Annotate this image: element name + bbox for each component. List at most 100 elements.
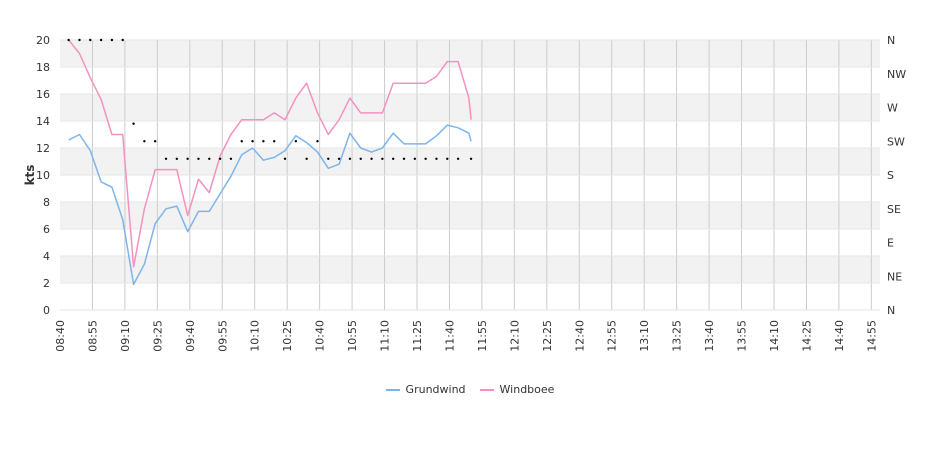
- x-tick-label: 13:55: [736, 320, 749, 352]
- direction-tick-label: N: [887, 34, 895, 47]
- x-tick-label: 14:10: [768, 320, 781, 352]
- horizontal-gridlines: [60, 39, 880, 311]
- legend-swatch-windboee: [479, 388, 494, 391]
- direction-dot: [99, 38, 103, 42]
- y-tick-label: 16: [36, 88, 50, 101]
- y-axis-title: kts: [23, 165, 37, 186]
- x-axis-ticks: 08:40 08:55 09:10 09:25 09:40 09:55 10:10 10:25…: [54, 320, 878, 352]
- direction-dot: [262, 140, 265, 143]
- x-tick-label: 14:25: [800, 320, 813, 352]
- direction-dot: [391, 157, 395, 160]
- x-tick-label: 12:40: [573, 320, 586, 352]
- x-tick-label: 12:10: [508, 320, 521, 352]
- direction-dot: [283, 157, 287, 160]
- direction-dot: [446, 157, 449, 160]
- x-tick-label: 09:10: [119, 320, 132, 352]
- x-tick-label: 10:25: [281, 320, 294, 352]
- direction-dot: [153, 140, 157, 143]
- x-tick-label: 08:55: [86, 320, 99, 352]
- direction-dot: [240, 140, 243, 143]
- direction-dot: [456, 157, 460, 160]
- direction-tick-label: S: [887, 169, 894, 182]
- legend-item-windboee[interactable]: Windboee: [479, 383, 555, 396]
- x-tick-label: 13:40: [703, 320, 716, 352]
- x-tick-label: 11:10: [379, 320, 392, 352]
- direction-dot: [435, 157, 438, 160]
- x-tick-label: 13:10: [638, 320, 651, 352]
- plot-band: [60, 148, 880, 175]
- legend-label-windboee: Windboee: [499, 383, 555, 396]
- y-tick-label: 0: [43, 304, 50, 317]
- legend-label-grundwind: Grundwind: [405, 383, 466, 396]
- series-lines: [68, 39, 472, 286]
- y-tick-label: 10: [36, 169, 50, 182]
- direction-dot: [67, 38, 70, 42]
- plot-band: [60, 256, 880, 283]
- direction-axis-ticks: N NE E SE S SW W NW N: [887, 34, 906, 317]
- direction-dot: [294, 140, 298, 143]
- direction-dot: [132, 122, 135, 125]
- y-tick-label: 14: [36, 115, 50, 128]
- direction-dot: [186, 157, 189, 160]
- y-axis-ticks: 0 2 4 6 8 10 12 14 16 18 20: [36, 34, 50, 317]
- direction-dot: [359, 157, 362, 160]
- direction-dot: [337, 157, 341, 160]
- direction-dot: [218, 157, 222, 160]
- y-tick-label: 6: [43, 223, 50, 236]
- direction-dot: [197, 157, 200, 160]
- y-tick-label: 20: [36, 34, 50, 47]
- direction-tick-label: N: [887, 304, 895, 317]
- x-tick-label: 11:55: [476, 320, 489, 352]
- direction-dot: [164, 157, 168, 160]
- direction-dot: [110, 38, 114, 42]
- direction-dot: [316, 140, 319, 143]
- x-tick-label: 09:40: [184, 320, 197, 352]
- direction-dot: [121, 38, 124, 42]
- x-tick-label: 10:40: [314, 320, 327, 352]
- x-tick-label: 14:40: [833, 320, 846, 352]
- direction-dot: [327, 157, 330, 160]
- x-tick-label: 12:55: [606, 320, 619, 352]
- direction-dot: [251, 140, 254, 143]
- y-tick-label: 2: [43, 277, 50, 290]
- direction-tick-label: NE: [887, 270, 902, 283]
- plot-band: [60, 202, 880, 229]
- direction-tick-label: E: [887, 237, 894, 250]
- x-tick-label: 14:55: [865, 320, 878, 352]
- direction-dot: [381, 157, 384, 160]
- y-tick-label: 12: [36, 142, 50, 155]
- legend: Grundwind Windboee: [0, 383, 940, 396]
- direction-dot: [402, 157, 406, 160]
- y-tick-label: 18: [36, 61, 50, 74]
- direction-dot: [469, 157, 473, 160]
- direction-dot: [78, 38, 81, 42]
- direction-dot: [305, 157, 308, 160]
- direction-dot: [348, 157, 352, 160]
- y-tick-label: 4: [43, 250, 50, 263]
- direction-dot: [175, 157, 179, 160]
- plot-band: [60, 40, 880, 67]
- series-line-windboee: [68, 39, 472, 268]
- x-tick-label: 10:10: [249, 320, 262, 352]
- direction-dot: [143, 140, 146, 143]
- direction-dot: [272, 140, 276, 143]
- x-tick-label: 11:40: [443, 320, 456, 352]
- direction-dot: [229, 157, 233, 160]
- direction-dot: [208, 157, 211, 160]
- x-tick-label: 10:55: [346, 320, 359, 352]
- x-tick-label: 09:55: [216, 320, 229, 352]
- direction-dot: [413, 157, 417, 160]
- x-tick-label: 12:25: [541, 320, 554, 352]
- direction-dot: [89, 38, 92, 42]
- legend-swatch-grundwind: [385, 388, 400, 391]
- direction-dot: [424, 157, 427, 160]
- plot-bands: [60, 40, 880, 283]
- legend-item-grundwind[interactable]: Grundwind: [385, 383, 466, 396]
- direction-markers: [67, 38, 473, 160]
- direction-tick-label: SE: [887, 203, 901, 216]
- x-tick-label: 08:40: [54, 320, 67, 352]
- direction-tick-label: W: [887, 102, 898, 115]
- direction-tick-label: SW: [887, 135, 905, 148]
- y-tick-label: 8: [43, 196, 50, 209]
